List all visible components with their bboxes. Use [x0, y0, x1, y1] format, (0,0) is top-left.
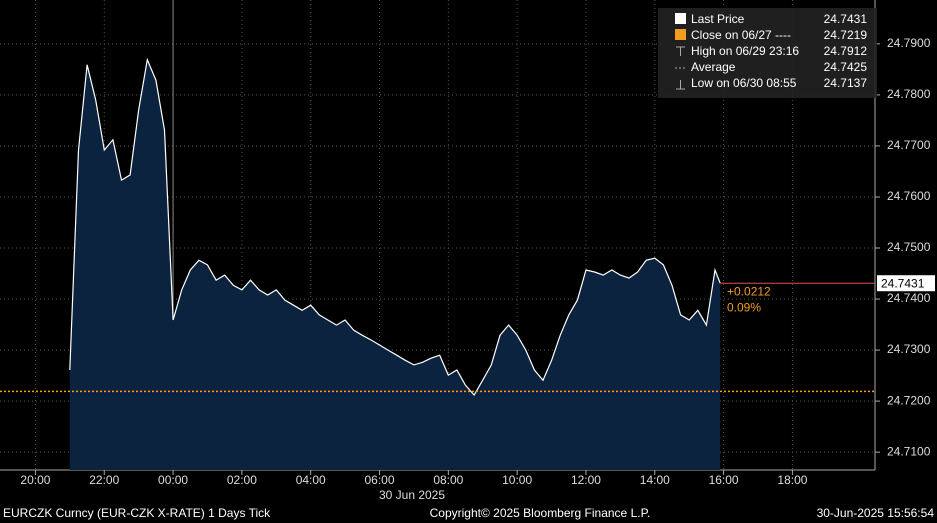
legend-value: 24.7219: [824, 28, 868, 42]
area: [69, 59, 721, 470]
x-tick-label: 08:00: [433, 473, 463, 487]
x-tick-label: 10:00: [502, 473, 532, 487]
legend-icon: [676, 80, 685, 90]
x-tick-label: 12:00: [571, 473, 601, 487]
change-pct-label: 0.09%: [727, 300, 761, 314]
change-label: +0.0212: [727, 284, 771, 298]
x-tick-label: 22:00: [89, 473, 119, 487]
legend-label: Close on 06/27 ----: [691, 28, 791, 42]
legend-box: [658, 8, 877, 98]
legend-label: Low on 06/30 08:55: [691, 76, 797, 90]
legend-label: Last Price: [691, 12, 745, 26]
y-tick-label: 24.7300: [887, 342, 931, 356]
x-tick-label: 14:00: [640, 473, 670, 487]
price-line: [69, 57, 721, 397]
x-tick-label: 02:00: [227, 473, 257, 487]
x-tick-label: 06:00: [365, 473, 395, 487]
y-tick-label: 24.7600: [887, 189, 931, 203]
x-tick-label: 18:00: [777, 473, 807, 487]
footer-center: Copyright© 2025 Bloomberg Finance L.P.: [430, 506, 651, 520]
legend-value: 24.7137: [824, 76, 868, 90]
legend-value: 24.7431: [824, 12, 868, 26]
legend-value: 24.7425: [824, 60, 868, 74]
y-tick-label: 24.7100: [887, 444, 931, 458]
legend-icon: [675, 13, 686, 24]
legend: Last Price 24.7431 Close on 06/27 ---- 24.7…: [658, 8, 877, 98]
x-tick-label: 20:00: [20, 473, 50, 487]
y-tick-label: 24.7500: [887, 240, 931, 254]
last-price-label: 24.7431: [881, 276, 925, 290]
x-tick-label: 04:00: [296, 473, 326, 487]
legend-label: High on 06/29 23:16: [691, 44, 799, 58]
y-tick-label: 24.7400: [887, 291, 931, 305]
x-date-label: 30 Jun 2025: [379, 488, 445, 502]
legend-icon: [676, 46, 685, 56]
y-tick-label: 24.7900: [887, 36, 931, 50]
last-price-box: [877, 275, 935, 292]
x-tick-label: 00:00: [158, 473, 188, 487]
legend-label: Average: [691, 60, 736, 74]
x-tick-label: 16:00: [709, 473, 739, 487]
y-tick-label: 24.7700: [887, 138, 931, 152]
legend-value: 24.7912: [824, 44, 868, 58]
legend-icon: [675, 29, 686, 40]
y-tick-label: 24.7200: [887, 393, 931, 407]
plot: 24.7100 24.7200 24.7300 24.7400 24.7500 24.76…: [0, 0, 935, 502]
footer-right: 30-Jun-2025 15:56:54: [817, 506, 935, 520]
y-tick-label: 24.7800: [887, 87, 931, 101]
footer: EURCZK Curncy (EUR-CZK X-RATE) 1 Days Ti…: [3, 506, 934, 520]
footer-left: EURCZK Curncy (EUR-CZK X-RATE) 1 Days Ti…: [3, 506, 271, 520]
